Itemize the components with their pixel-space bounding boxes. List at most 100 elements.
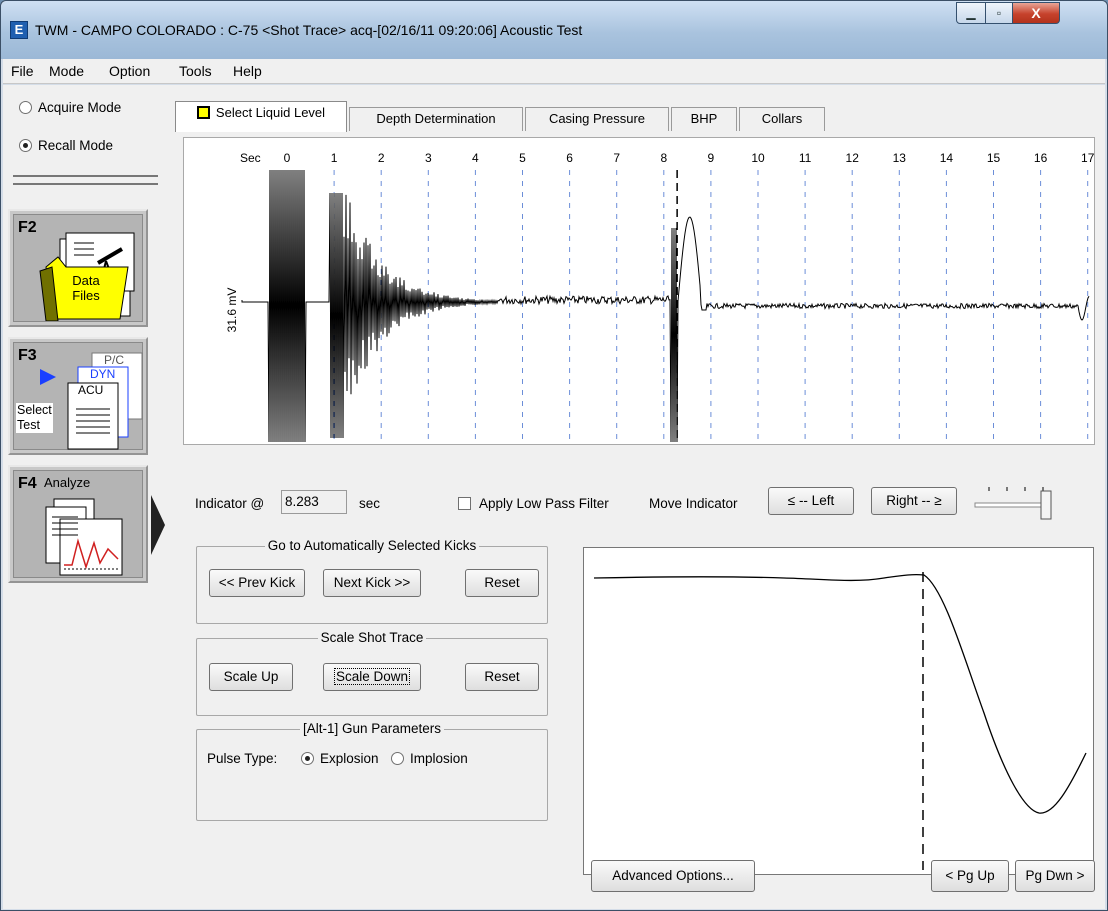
acquire-mode-radio[interactable]: Acquire Mode — [19, 100, 121, 115]
kicks-group: Go to Automatically Selected Kicks << Pr… — [196, 538, 548, 624]
pulse-type-label: Pulse Type: — [207, 751, 278, 766]
acquire-mode-label: Acquire Mode — [38, 100, 122, 115]
radio-selected-icon — [19, 139, 32, 152]
x-tick-label: 3 — [425, 151, 432, 165]
select-test-label: Select Test — [16, 403, 53, 433]
test-pages-icon — [40, 352, 143, 450]
scale-up-button[interactable]: Scale Up — [209, 663, 293, 691]
menu-bar: File Mode Option Tools Help — [3, 59, 1105, 84]
tab-label: Select Liquid Level — [215, 105, 326, 120]
tab-select-liquid-level[interactable]: Select Liquid Level — [175, 101, 347, 132]
x-tick-label: 11 — [799, 151, 812, 165]
analyze-chart-icon — [45, 498, 123, 576]
checkbox-icon — [458, 497, 471, 510]
page-up-button[interactable]: < Pg Up — [931, 860, 1009, 892]
f4-analyze-button[interactable]: F4 Analyze — [8, 465, 148, 583]
x-tick-label: 6 — [566, 151, 573, 165]
implosion-label: Implosion — [410, 751, 468, 766]
indicator-input[interactable]: 8.283 — [281, 490, 347, 514]
x-tick-label: 10 — [751, 151, 765, 165]
f4-key-label: F4 — [18, 475, 37, 492]
title-bar[interactable]: E TWM - CAMPO COLORADO : C-75 <Shot Trac… — [1, 1, 1107, 59]
explosion-label: Explosion — [320, 751, 379, 766]
move-right-button[interactable]: Right -- ≥ — [871, 487, 957, 515]
scale-group-title: Scale Shot Trace — [317, 630, 427, 645]
indicator-unit: sec — [359, 496, 381, 511]
x-tick-label: 1 — [331, 151, 338, 165]
tab-label: Collars — [761, 111, 803, 126]
x-tick-label: 9 — [708, 151, 715, 165]
zoom-trace-svg — [593, 572, 1087, 870]
radio-icon — [391, 752, 404, 765]
explosion-radio[interactable]: Explosion — [301, 751, 379, 766]
scale-down-button[interactable]: Scale Down — [323, 663, 421, 691]
x-tick-label: 15 — [987, 151, 1001, 165]
tag-acu: ACU — [78, 383, 104, 397]
y-axis-label: 31.6 mV — [225, 288, 239, 333]
tab-depth-determination[interactable]: Depth Determination — [349, 107, 523, 131]
scale-reset-button[interactable]: Reset — [465, 663, 539, 691]
tag-pc: P/C — [104, 353, 125, 367]
maximize-button[interactable]: ▫ — [985, 2, 1013, 24]
app-icon[interactable]: E — [10, 21, 28, 39]
low-pass-filter-checkbox[interactable]: Apply Low Pass Filter — [458, 496, 609, 511]
menu-help[interactable]: Help — [233, 63, 262, 79]
tab-casing-pressure[interactable]: Casing Pressure — [525, 107, 669, 131]
data-files-folder-icon — [39, 232, 135, 321]
zoomed-trace-plot[interactable] — [583, 547, 1094, 875]
move-left-button[interactable]: ≤ -- Left — [768, 487, 854, 515]
analyze-label: Analyze — [44, 475, 91, 490]
minimize-button[interactable]: ▁ — [956, 2, 986, 24]
advanced-options-button[interactable]: Advanced Options... — [591, 860, 755, 892]
scale-group: Scale Shot Trace Scale Up Scale Down Res… — [196, 630, 548, 716]
tab-bhp[interactable]: BHP — [671, 107, 737, 131]
client-area: Acquire Mode Recall Mode F2 — [3, 85, 1105, 909]
x-tick-label: 12 — [846, 151, 860, 165]
menu-option[interactable]: Option — [109, 63, 151, 79]
implosion-radio[interactable]: Implosion — [391, 751, 468, 766]
shot-trace-line — [241, 169, 1090, 443]
zoom-trace-line — [593, 573, 1087, 814]
yellow-square-icon — [196, 106, 210, 119]
x-tick-label: 4 — [472, 151, 479, 165]
tab-label: Casing Pressure — [548, 111, 646, 126]
f3-key-label: F3 — [18, 347, 37, 364]
close-button[interactable]: X — [1012, 2, 1060, 24]
prev-kick-button[interactable]: << Prev Kick — [209, 569, 305, 597]
gun-parameters-group: [Alt-1] Gun Parameters Pulse Type: Explo… — [196, 721, 548, 821]
low-pass-filter-label: Apply Low Pass Filter — [479, 496, 609, 511]
f3-select-test-button[interactable]: F3 P/C DYN ACU Select Test — [8, 337, 148, 455]
kicks-reset-button[interactable]: Reset — [465, 569, 539, 597]
x-tick-label: 2 — [378, 151, 385, 165]
x-tick-label: 0 — [284, 151, 291, 165]
x-tick-label: 13 — [893, 151, 907, 165]
divider — [13, 183, 158, 185]
shot-trace-plot[interactable]: 0 1 2 3 4 5 6 7 8 9 10 11 12 13 14 15 16 17 Sec 31.6 mV — [183, 137, 1095, 445]
data-files-label: Data Files — [72, 273, 100, 303]
divider — [13, 175, 158, 177]
x-tick-label: 7 — [613, 151, 620, 165]
menu-tools[interactable]: Tools — [179, 63, 212, 79]
x-tick-label: 14 — [940, 151, 954, 165]
radio-selected-icon — [301, 752, 314, 765]
f2-key-label: F2 — [18, 219, 37, 236]
expand-arrow-icon[interactable] — [151, 495, 165, 555]
x-unit-label: Sec — [240, 151, 261, 165]
shot-trace-svg: 0 1 2 3 4 5 6 7 8 9 10 11 12 13 14 15 16 17 Sec 31.6 mV — [225, 151, 1094, 443]
tab-collars[interactable]: Collars — [739, 107, 825, 131]
page-down-button[interactable]: Pg Dwn > — [1015, 860, 1095, 892]
kicks-group-title: Go to Automatically Selected Kicks — [264, 538, 480, 553]
x-tick-label: 8 — [660, 151, 667, 165]
x-tick-label: 17 — [1081, 151, 1094, 165]
gun-parameters-title: [Alt-1] Gun Parameters — [299, 721, 445, 736]
move-indicator-label: Move Indicator — [649, 496, 738, 511]
menu-file[interactable]: File — [11, 63, 34, 79]
radio-icon — [19, 101, 32, 114]
recall-mode-radio[interactable]: Recall Mode — [19, 138, 113, 153]
menu-mode[interactable]: Mode — [49, 63, 85, 79]
tab-label: BHP — [690, 111, 718, 126]
next-kick-button[interactable]: Next Kick >> — [323, 569, 421, 597]
indicator-slider[interactable] — [969, 483, 1069, 527]
f2-data-files-button[interactable]: F2 Data Files — [8, 209, 148, 327]
